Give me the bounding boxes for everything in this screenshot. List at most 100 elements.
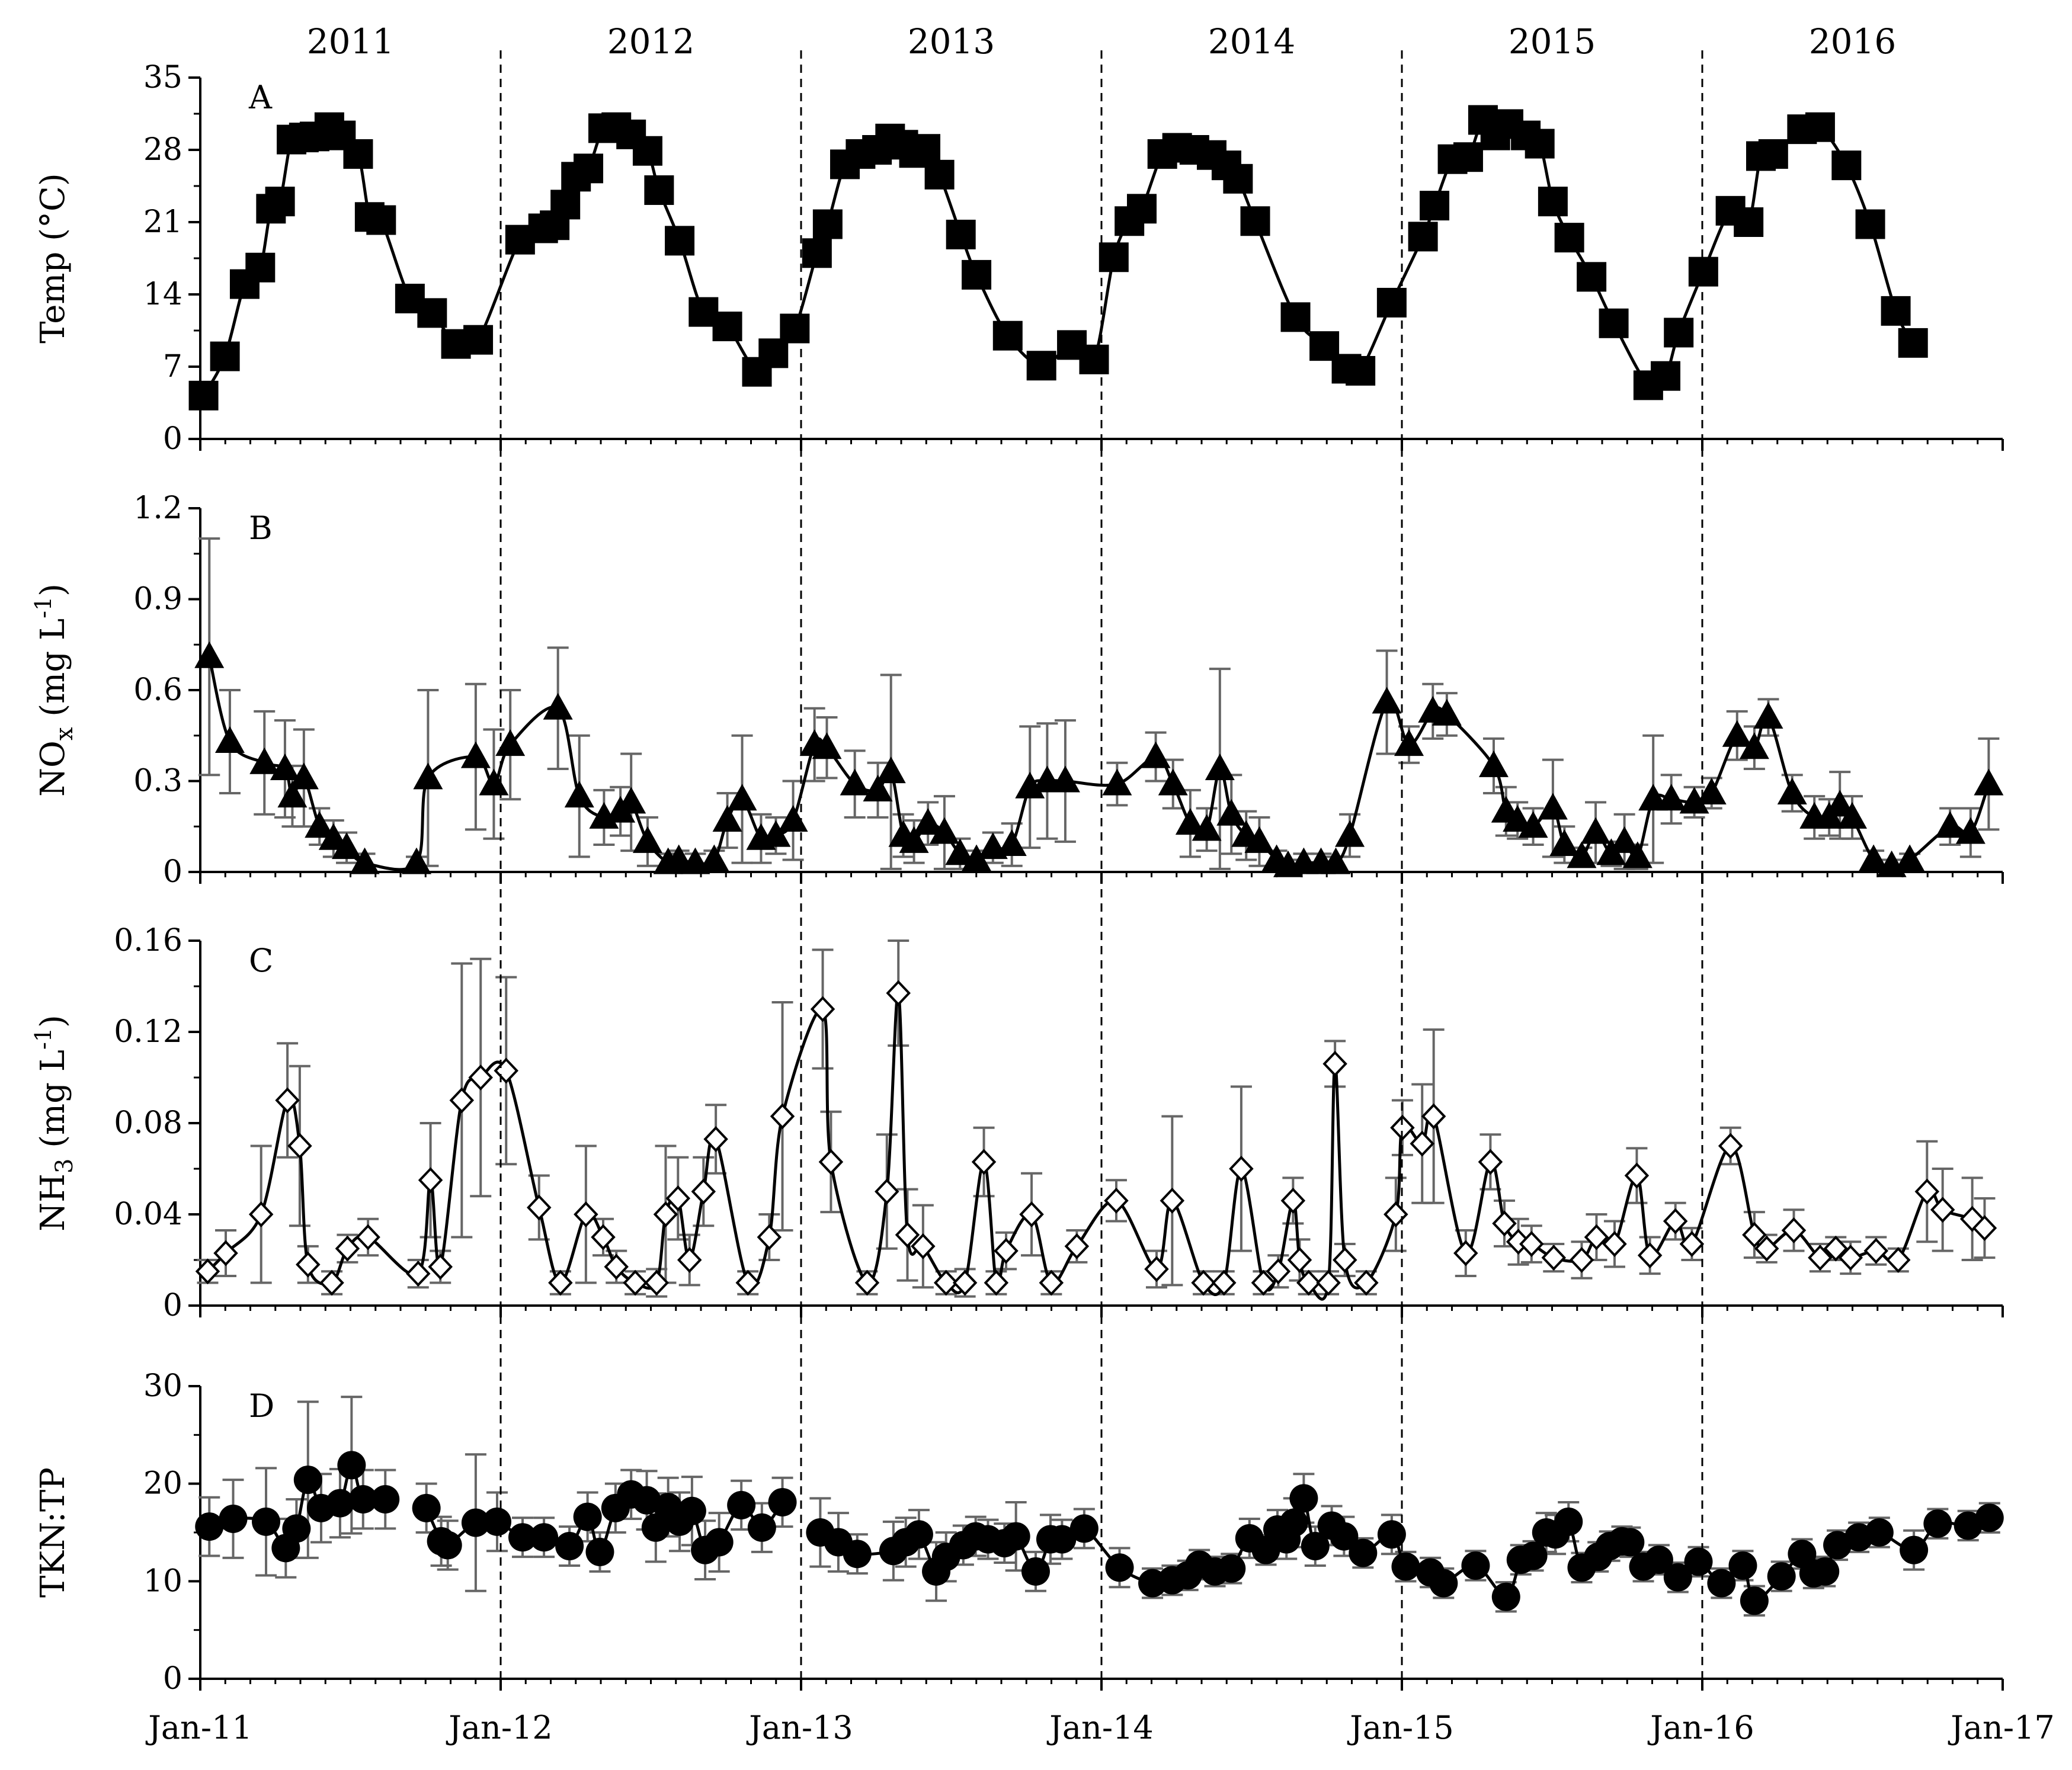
data-point-diamond <box>994 1237 1019 1264</box>
data-point-triangle <box>332 832 362 860</box>
data-point-square <box>1026 351 1056 381</box>
year-label: 2011 <box>307 21 395 62</box>
data-point-triangle <box>1175 808 1205 835</box>
data-point-circle <box>747 1513 776 1542</box>
data-point-circle <box>1865 1518 1894 1547</box>
y-axis-title-subscript: x <box>51 727 78 740</box>
data-point-circle <box>1217 1554 1246 1583</box>
data-point-circle <box>461 1508 490 1537</box>
data-point-diamond <box>527 1194 552 1221</box>
data-point-circle <box>337 1451 366 1480</box>
data-point-diamond <box>703 1126 728 1152</box>
markers <box>195 980 1997 1296</box>
data-point-circle <box>704 1528 734 1557</box>
data-point-square <box>1408 222 1438 252</box>
data-point-diamond <box>895 1221 920 1248</box>
data-point-diamond <box>1624 1162 1650 1189</box>
data-point-triangle <box>479 768 509 796</box>
data-point-diamond <box>591 1224 616 1250</box>
data-point-triangle <box>962 844 992 871</box>
data-point-circle <box>1707 1569 1736 1598</box>
data-point-triangle <box>1722 720 1752 747</box>
data-point-circle <box>348 1485 377 1514</box>
data-point-diamond <box>644 1269 669 1296</box>
data-point-square <box>665 226 695 256</box>
y-axis-title: NOx (mg L-1) <box>30 583 78 797</box>
y-tick-label: 21 <box>143 204 182 240</box>
x-tick-label: Jan-16 <box>1647 1709 1754 1746</box>
data-point-triangle <box>1102 768 1132 796</box>
y-tick-label: 0.9 <box>133 582 182 617</box>
y-tick-label: 35 <box>143 60 182 95</box>
data-point-circle <box>282 1514 311 1543</box>
data-point-circle <box>1001 1522 1030 1551</box>
data-point-circle <box>1301 1532 1330 1561</box>
data-point-square <box>802 238 832 268</box>
data-point-diamond <box>665 1185 691 1211</box>
data-point-triangle <box>1567 841 1597 868</box>
y-axis-title: NH3 (mg L-1) <box>30 1015 78 1232</box>
x-tick-label: Jan-11 <box>145 1709 252 1746</box>
data-point-diamond <box>468 1064 493 1091</box>
data-point-diamond <box>275 1087 300 1114</box>
data-point-triangle <box>1656 784 1686 811</box>
data-point-diamond <box>691 1178 716 1205</box>
data-point-diamond <box>1191 1269 1216 1296</box>
data-point-triangle <box>1955 817 1985 844</box>
y-axis-title-main: TKN:TP <box>34 1467 72 1598</box>
y-axis-title-superscript: -1 <box>30 1028 56 1050</box>
data-point-square <box>992 320 1023 351</box>
data-point-circle <box>1491 1582 1520 1611</box>
data-point-circle <box>1391 1552 1420 1581</box>
data-point-triangle <box>1609 826 1639 853</box>
data-point-diamond <box>1823 1235 1849 1262</box>
x-tick-label: Jan-15 <box>1347 1709 1454 1746</box>
panel-letter: C <box>249 942 273 979</box>
data-point-diamond <box>757 1224 782 1250</box>
data-point-triangle <box>1244 826 1274 853</box>
data-point-triangle <box>840 768 870 796</box>
data-point-diamond <box>1781 1217 1807 1243</box>
data-point-triangle <box>1935 811 1965 838</box>
data-point-triangle <box>632 826 662 853</box>
data-point-triangle <box>761 820 791 847</box>
data-point-circle <box>1349 1538 1378 1567</box>
data-point-circle <box>1519 1541 1548 1570</box>
data-point-circle <box>555 1532 584 1561</box>
data-point-diamond <box>287 1133 312 1159</box>
data-point-square <box>210 341 240 371</box>
y-tick-label: 0.04 <box>114 1197 182 1232</box>
data-point-circle <box>293 1466 322 1495</box>
data-point-square <box>1420 191 1450 221</box>
data-point-square <box>780 313 810 344</box>
data-point-triangle <box>1205 753 1235 781</box>
data-point-square <box>1079 344 1109 374</box>
data-point-diamond <box>1251 1269 1276 1296</box>
panel-letter: A <box>248 79 273 116</box>
data-point-circle <box>1811 1557 1840 1586</box>
data-point-diamond <box>1569 1247 1594 1273</box>
data-point-circle <box>1823 1531 1852 1560</box>
year-label: 2014 <box>1208 21 1296 62</box>
data-point-diamond <box>1541 1245 1567 1271</box>
data-point-circle <box>573 1502 602 1531</box>
data-point-square <box>758 338 789 368</box>
data-point-triangle <box>616 787 646 814</box>
data-point-triangle <box>1696 777 1727 804</box>
data-point-triangle <box>1192 814 1222 841</box>
data-point-diamond <box>248 1201 274 1227</box>
x-tick-label: Jan-12 <box>446 1709 553 1746</box>
data-point-diamond <box>1914 1178 1940 1205</box>
data-point-triangle <box>413 762 443 790</box>
data-point-square <box>812 209 843 239</box>
data-point-diamond <box>1584 1224 1609 1250</box>
data-point-diamond <box>1316 1269 1341 1296</box>
data-point-square <box>1898 328 1928 358</box>
data-point-triangle <box>270 753 300 781</box>
data-point-circle <box>1728 1551 1757 1580</box>
data-point-circle <box>219 1504 248 1533</box>
data-point-triangle <box>1777 777 1807 804</box>
data-point-circle <box>1105 1553 1134 1582</box>
year-label: 2012 <box>607 21 695 62</box>
